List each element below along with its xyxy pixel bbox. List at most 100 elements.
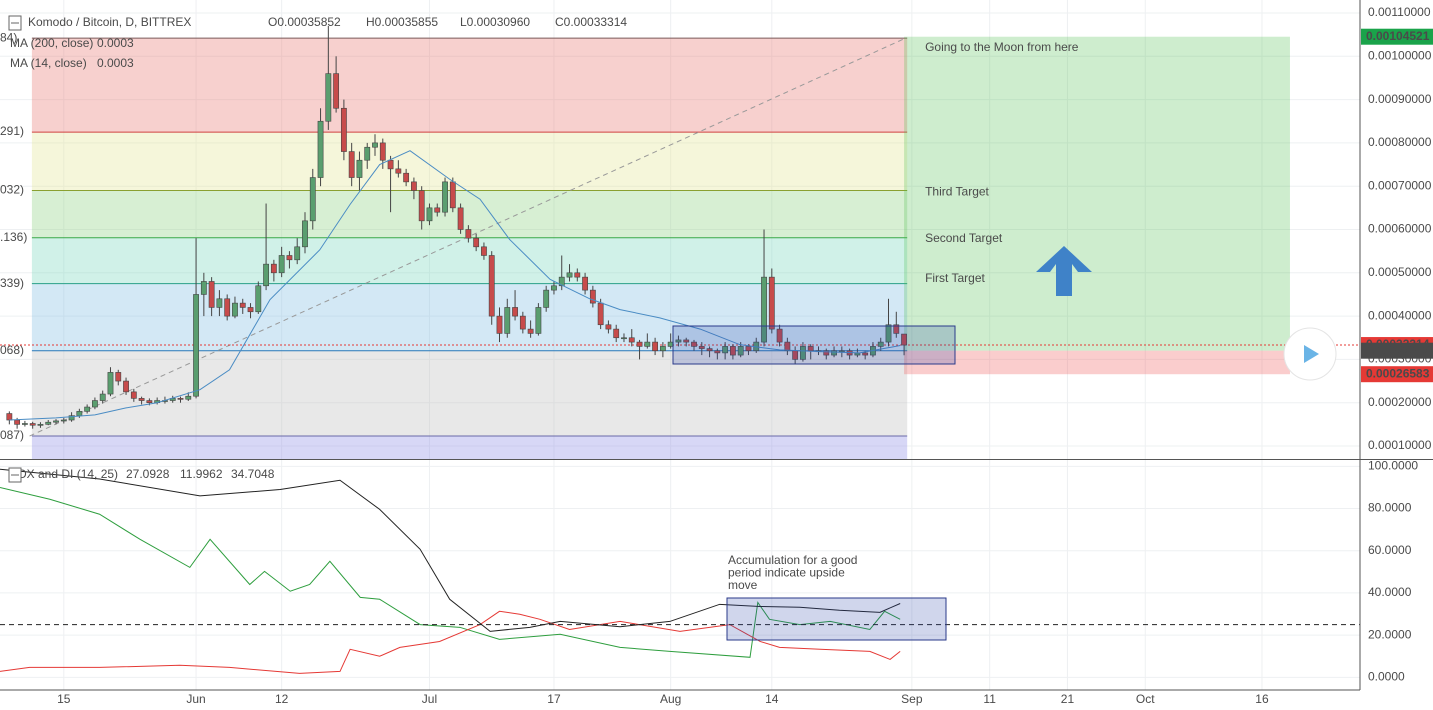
candle-body xyxy=(823,350,830,356)
candle-body xyxy=(768,276,775,330)
candle-body xyxy=(21,423,28,425)
candle-body xyxy=(379,142,386,161)
candle-body xyxy=(115,372,122,382)
candle-body xyxy=(68,415,75,421)
fib-band xyxy=(31,38,908,133)
x-tick-label: 12 xyxy=(275,692,289,706)
candle-body xyxy=(340,107,347,152)
candle-body xyxy=(6,413,13,421)
fib-band xyxy=(31,436,908,459)
candle-body xyxy=(667,341,674,347)
candle-body xyxy=(309,177,316,222)
position-label: Second Target xyxy=(925,231,1003,245)
position-label: Going to the Moon from here xyxy=(925,40,1079,54)
position-label: First Target xyxy=(925,271,985,285)
ohlc-header: O0.00035852 xyxy=(268,15,341,29)
candle-body xyxy=(185,395,192,400)
candle-body xyxy=(418,190,425,222)
x-tick-label: Jun xyxy=(186,692,205,706)
price-tag xyxy=(1361,366,1433,383)
fib-label: 068) xyxy=(0,343,24,357)
candle-body xyxy=(107,372,114,395)
candle-body xyxy=(76,411,83,416)
candle-body xyxy=(831,350,837,356)
candle-body xyxy=(527,328,534,334)
candle-body xyxy=(364,146,371,161)
x-tick-label: 15 xyxy=(57,692,71,706)
candle-body xyxy=(449,181,456,209)
ma-legend-value: 0.0003 xyxy=(97,36,134,50)
candle-body xyxy=(278,255,285,274)
candle-body xyxy=(457,207,464,230)
ma-legend: MA (14, close) xyxy=(10,56,87,70)
y-tick-label: 100.0000 xyxy=(1368,459,1418,473)
candle-body xyxy=(208,281,215,308)
y-tick-label: 0.00050000 xyxy=(1368,265,1432,279)
candle-body xyxy=(714,350,721,354)
position-label: Third Target xyxy=(925,185,989,199)
candle-body xyxy=(706,348,713,352)
candle-body xyxy=(37,424,44,426)
candle-body xyxy=(84,406,91,412)
fib-label: 339) xyxy=(0,276,24,290)
fib-band xyxy=(31,350,908,437)
candle-body xyxy=(877,341,884,347)
candle-body xyxy=(776,328,783,343)
candle-body xyxy=(325,73,332,122)
candle-body xyxy=(372,142,378,148)
candle-body xyxy=(29,423,36,426)
price-tag-label: 0.00026583 xyxy=(1366,366,1430,380)
candle-body xyxy=(481,246,487,256)
price-tag xyxy=(1361,28,1433,45)
annotation: Accumulation for a good xyxy=(728,553,857,567)
candle-body xyxy=(496,315,503,334)
price-tag-label: 0.00032012 xyxy=(1366,343,1430,357)
candle-body xyxy=(302,220,308,248)
annotation: period indicate upside xyxy=(728,566,845,580)
candle-body xyxy=(761,276,767,343)
candle-body xyxy=(403,172,410,183)
y-tick-label: 0.00020000 xyxy=(1368,395,1432,409)
candle-body xyxy=(92,400,98,408)
y-tick-label: 0.00070000 xyxy=(1368,178,1432,192)
candle-body xyxy=(605,324,612,330)
candle-body xyxy=(730,346,736,356)
candle-body xyxy=(146,400,153,404)
candle-body xyxy=(60,419,67,422)
x-tick-label: 16 xyxy=(1255,692,1269,706)
candle-body xyxy=(691,341,697,347)
indicator-value: 11.9962 xyxy=(180,467,223,481)
candle-body xyxy=(317,120,324,178)
candle-body xyxy=(130,391,137,399)
chart-title: Komodo / Bitcoin, D, BITTREX xyxy=(28,15,191,29)
candle-body xyxy=(123,380,129,393)
y-tick-label: 0.00100000 xyxy=(1368,48,1432,62)
candle-body xyxy=(862,352,869,356)
candle-body xyxy=(473,237,480,248)
stop-zone xyxy=(904,350,1290,375)
y-tick-label: 0.0000 xyxy=(1368,670,1405,684)
ma-line xyxy=(9,150,901,421)
candle-body xyxy=(200,281,207,295)
candle-body xyxy=(294,246,301,261)
accumulation-box-adx xyxy=(726,597,947,641)
candle-body xyxy=(348,151,355,178)
fib-band xyxy=(31,237,908,284)
candle-body xyxy=(885,324,892,343)
candle-body xyxy=(247,307,254,313)
candle-body xyxy=(488,255,495,317)
main-layer xyxy=(0,25,1360,674)
y-tick-label: 40.0000 xyxy=(1368,585,1412,599)
y-tick-label: 0.00110000 xyxy=(1368,5,1431,19)
candle-body xyxy=(14,419,21,425)
candle-body xyxy=(395,168,402,174)
candle-body xyxy=(745,346,752,352)
annotation: move xyxy=(728,578,758,592)
ma-legend-value: 0.0003 xyxy=(97,56,134,70)
candle-body xyxy=(597,302,604,326)
candle-body xyxy=(636,341,643,347)
front-layer: 0.000100000.000200000.000300000.00040000… xyxy=(0,5,1433,706)
candle-body xyxy=(737,346,744,356)
candle-body xyxy=(722,346,729,354)
